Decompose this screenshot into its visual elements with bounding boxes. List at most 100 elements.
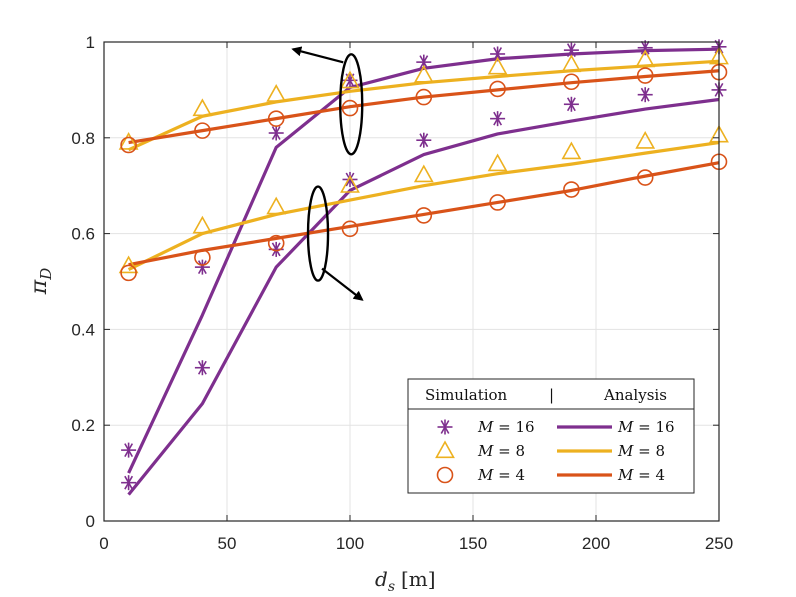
legend-header-simulation: Simulation <box>425 386 508 404</box>
simulation-point-star <box>490 111 506 127</box>
x-tick-label: 0 <box>99 534 108 553</box>
simulation-point-triangle <box>340 70 360 89</box>
y-tick-label: 0.4 <box>71 320 95 339</box>
x-axis-label: ds [m] <box>375 567 436 595</box>
simulation-point-triangle <box>635 130 656 149</box>
analysis-line-m4 <box>128 69 720 145</box>
legend-eq: = 4 <box>633 466 665 484</box>
simulation-point-triangle <box>192 215 213 234</box>
legend-eq: = 16 <box>633 418 674 436</box>
simulation-point-triangle <box>266 196 287 215</box>
legend-row: M = 16 M = 16 <box>437 418 675 436</box>
x-axis-label-main: d <box>375 567 388 591</box>
legend-marker-circle <box>436 466 454 484</box>
legend-header-separator: | <box>549 386 554 404</box>
simulation-point-circle <box>194 122 211 139</box>
simulation-point-circle <box>267 234 285 252</box>
lower-group-arrow <box>321 267 364 301</box>
y-axis-label: πD <box>27 268 55 296</box>
simulation-point-star <box>194 259 210 275</box>
x-tick-label: 50 <box>218 534 237 553</box>
simulation-point-triangle <box>635 49 656 68</box>
legend-analysis-label: M = 8 <box>617 442 665 460</box>
x-tick-label: 100 <box>336 534 364 553</box>
x-tick-label: 250 <box>705 534 733 553</box>
simulation-point-triangle <box>340 175 360 193</box>
simulation-point-circle <box>120 136 137 154</box>
legend-eq: = 16 <box>493 418 534 436</box>
upper-group-arrow <box>291 46 344 64</box>
simulation-point-triangle <box>118 131 139 150</box>
simulation-point-circle <box>636 169 654 186</box>
simulation-point-triangle <box>561 141 582 160</box>
upper-group-ellipse <box>339 53 364 156</box>
y-tick-label: 0 <box>86 512 95 531</box>
analysis-line-m8 <box>127 59 720 152</box>
simulation-point-star <box>563 96 579 112</box>
simulation-point-circle <box>415 88 433 106</box>
simulation-point-triangle <box>192 98 213 117</box>
simulation-point-star <box>416 54 432 70</box>
y-tick-label: 1 <box>86 33 95 52</box>
analysis-line-m8 <box>127 141 720 271</box>
legend-simulation-label: M = 16 <box>477 418 535 436</box>
x-tick-label: 150 <box>459 534 487 553</box>
legend-marker-triangle <box>435 440 455 459</box>
simulation-point-star <box>268 125 284 141</box>
analysis-line-m4 <box>128 161 720 267</box>
legend-eq: = 4 <box>493 466 525 484</box>
y-tick-label: 0.6 <box>71 225 95 244</box>
simulation-point-circle <box>415 207 433 224</box>
simulation-point-star <box>121 442 137 458</box>
legend-simulation-label: M = 8 <box>477 442 525 460</box>
simulation-point-triangle <box>561 54 582 73</box>
lower-group-ellipse <box>306 185 330 282</box>
simulation-point-star <box>194 360 210 376</box>
plot-frame <box>103 41 720 522</box>
simulation-point-circle <box>267 110 285 127</box>
simulation-point-circle <box>194 249 211 266</box>
simulation-point-circle <box>120 264 137 282</box>
legend-var: M <box>477 418 494 436</box>
legend-var: M <box>617 442 634 460</box>
simulation-point-star <box>637 87 653 103</box>
simulation-point-triangle <box>413 64 434 83</box>
legend-marker-star <box>437 419 453 435</box>
simulation-point-star <box>416 132 432 148</box>
simulation-point-circle <box>636 67 654 84</box>
y-tick-label: 0.2 <box>71 416 95 435</box>
simulation-point-triangle <box>487 56 508 75</box>
simulation-point-circle <box>341 220 359 238</box>
legend-eq: = 8 <box>633 442 665 460</box>
simulation-point-circle <box>563 73 580 91</box>
simulation-point-star <box>121 475 137 491</box>
analysis-line-m16 <box>127 97 720 496</box>
x-axis-label-sub: s <box>388 579 395 595</box>
simulation-point-triangle <box>118 255 139 274</box>
series-markers <box>118 39 729 491</box>
legend-var: M <box>617 466 634 484</box>
simulation-point-circle <box>489 80 506 98</box>
legend-eq: = 8 <box>493 442 525 460</box>
y-axis-label-sub: D <box>37 268 55 281</box>
simulation-point-star <box>342 171 358 187</box>
simulation-point-circle <box>341 99 359 117</box>
simulation-point-triangle <box>413 164 434 183</box>
simulation-point-circle <box>489 194 506 211</box>
y-tick-label: 0.8 <box>71 129 95 148</box>
ticks: 0 50 100 150 200 250 0 0.2 0.4 0.6 0.8 1 <box>71 33 733 553</box>
y-axis-label-main: π <box>27 279 52 295</box>
legend-header-analysis: Analysis <box>603 386 667 404</box>
simulation-point-triangle <box>487 153 508 172</box>
simulation-point-circle <box>563 181 580 198</box>
legend-analysis-label: M = 4 <box>617 466 665 484</box>
legend-simulation-label: M = 4 <box>477 466 525 484</box>
legend-var: M <box>617 418 634 436</box>
x-tick-label: 200 <box>582 534 610 553</box>
simulation-point-triangle <box>266 84 287 102</box>
